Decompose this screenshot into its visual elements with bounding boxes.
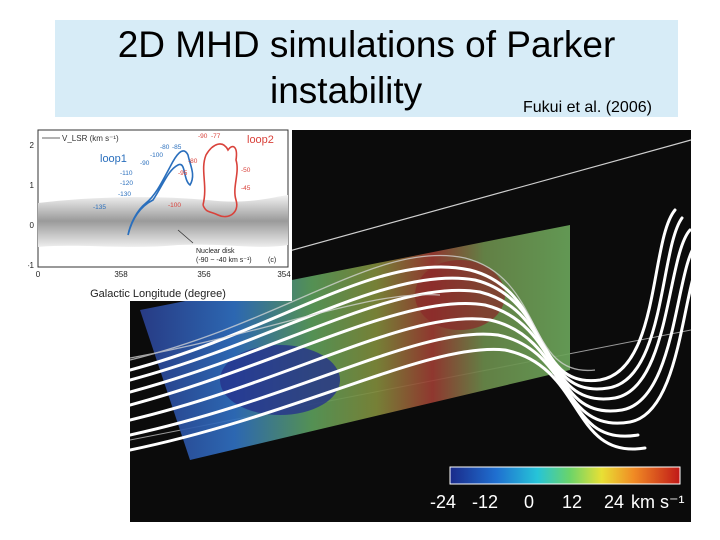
- colorbar: [449, 466, 681, 485]
- colorbar-tick-0: 0: [524, 492, 535, 512]
- x-tick: 358: [114, 270, 128, 279]
- colorbar-unit: km s⁻¹: [631, 492, 685, 512]
- title-background: [55, 20, 678, 117]
- colorbar-tick-12: 12: [562, 492, 583, 512]
- x-axis-label: Galactic Longitude (degree): [90, 288, 226, 300]
- y-tick: 2: [30, 141, 35, 150]
- y-tick: -1: [28, 261, 35, 270]
- observation-inset: V_LSR (km s⁻¹) loop1 loop2 -100 -90 -110…: [28, 125, 292, 301]
- loop2-velocity: -100: [168, 202, 181, 209]
- loop2-velocity: -77: [211, 133, 221, 140]
- nuclear-disk-annotation-range: (-90 ~ -40 km s⁻¹): [196, 257, 252, 264]
- loop1-velocity: -130: [118, 191, 131, 198]
- loop2-label: loop2: [247, 134, 274, 146]
- loop2-velocity: -45: [241, 185, 251, 192]
- loop1-velocity: -135: [93, 204, 106, 211]
- colorbar-tick-minus24: -24: [430, 492, 457, 512]
- loop1-label: loop1: [100, 153, 127, 165]
- citation: Fukui et al. (2006): [523, 99, 652, 116]
- loop1-velocity: -80: [160, 144, 170, 151]
- panel-tag: (c): [268, 257, 276, 264]
- x-tick: 0: [36, 270, 41, 279]
- x-tick: 356: [197, 270, 211, 279]
- loop2-velocity: -50: [241, 167, 251, 174]
- legend-label: V_LSR (km s⁻¹): [62, 134, 119, 143]
- loop2-velocity: -80: [188, 158, 198, 165]
- loop1-velocity: -90: [140, 160, 150, 167]
- slide-title-line2: instability: [270, 70, 423, 111]
- loop1-velocity: -100: [150, 152, 163, 159]
- loop2-velocity: -90: [198, 133, 208, 140]
- slide-title-line1: 2D MHD simulations of Parker: [117, 24, 616, 65]
- colorbar-tick-minus12: -12: [472, 492, 499, 512]
- loop1-contour: [127, 150, 194, 236]
- y-tick: 1: [30, 181, 35, 190]
- nuclear-disk-band: [38, 195, 288, 247]
- colorbar-tick-24: 24: [604, 492, 625, 512]
- x-tick: 354: [277, 270, 291, 279]
- nuclear-disk-annotation: Nuclear disk: [196, 248, 235, 255]
- loop1-velocity: -120: [120, 180, 133, 187]
- loop1-velocity: -85: [172, 144, 182, 151]
- loop1-velocity: -110: [120, 170, 133, 177]
- y-tick: 0: [30, 221, 35, 230]
- loop2-velocity: -95: [178, 170, 188, 177]
- loop2-contour: [202, 143, 238, 218]
